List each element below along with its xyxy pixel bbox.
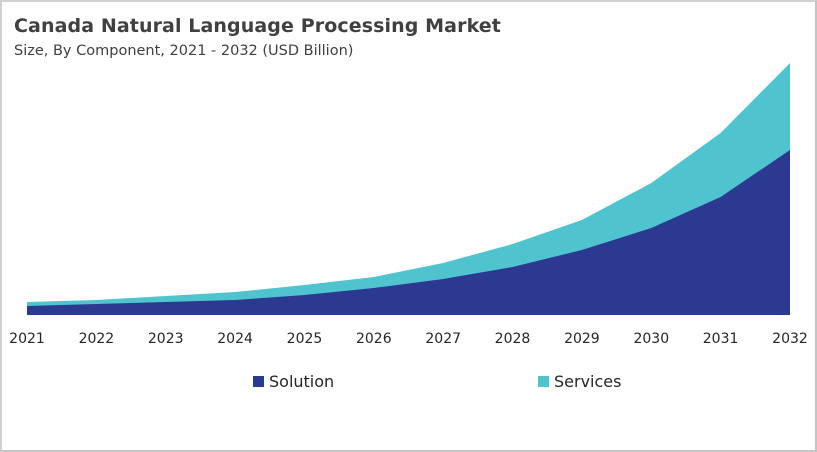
x-tick-label: 2030 bbox=[633, 331, 669, 347]
solution-area bbox=[27, 150, 790, 315]
x-tick-label: 2025 bbox=[287, 331, 323, 347]
x-tick-label: 2032 bbox=[772, 331, 808, 347]
x-axis-tick-labels: 2021 2022 2023 2024 2025 2026 2027 2028 2029 2030… bbox=[9, 331, 808, 347]
x-tick-label: 2027 bbox=[425, 331, 461, 347]
x-tick-label: 2021 bbox=[9, 331, 45, 347]
legend-item-services: Services bbox=[538, 372, 621, 391]
services-swatch-icon bbox=[538, 376, 549, 387]
x-tick-label: 2028 bbox=[495, 331, 531, 347]
x-tick-label: 2031 bbox=[703, 331, 739, 347]
x-tick-label: 2026 bbox=[356, 331, 392, 347]
x-tick-label: 2024 bbox=[217, 331, 253, 347]
legend-label-solution: Solution bbox=[269, 372, 335, 391]
legend-label-services: Services bbox=[554, 372, 622, 391]
chart-subtitle: Size, By Component, 2021 - 2032 (USD Bil… bbox=[14, 43, 354, 59]
chart-title: Canada Natural Language Processing Marke… bbox=[14, 15, 501, 37]
x-tick-label: 2022 bbox=[79, 331, 115, 347]
x-tick-label: 2023 bbox=[148, 331, 184, 347]
legend-item-solution: Solution bbox=[253, 372, 334, 391]
x-tick-label: 2029 bbox=[564, 331, 600, 347]
solution-swatch-icon bbox=[253, 376, 264, 387]
